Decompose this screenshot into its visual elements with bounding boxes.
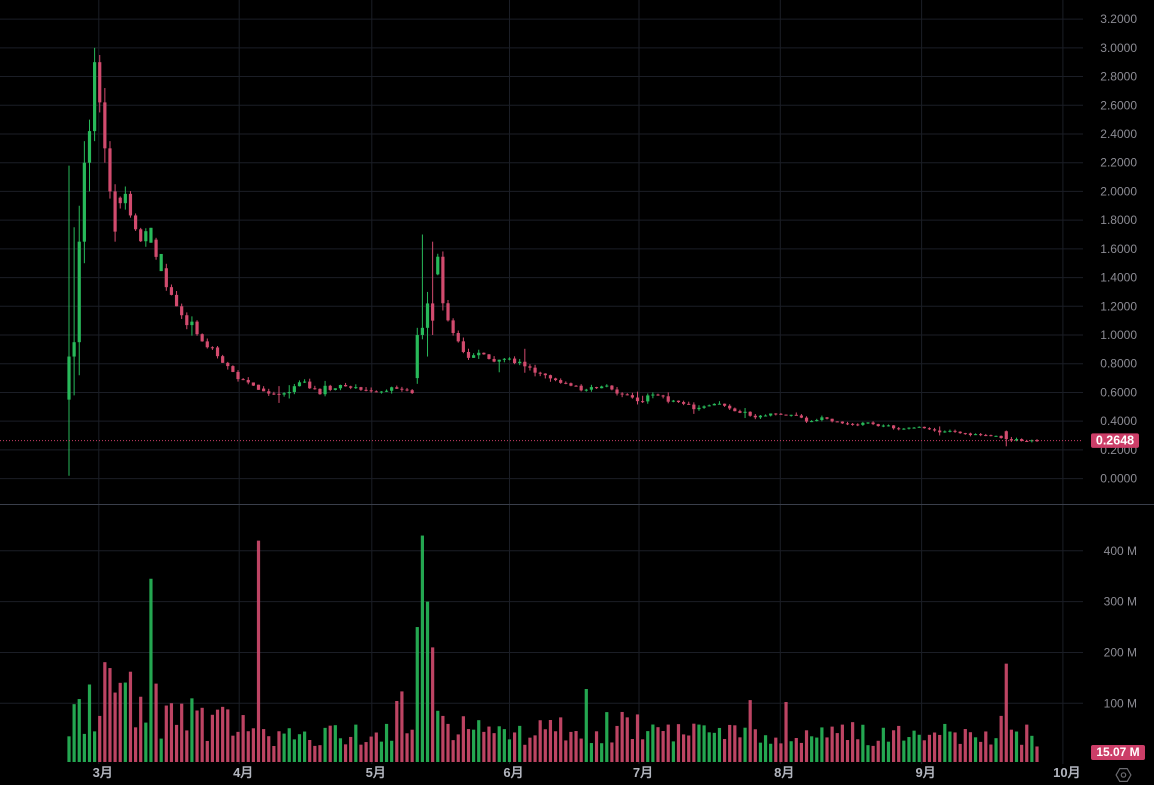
svg-text:2.0000: 2.0000: [1100, 184, 1137, 198]
svg-text:7月: 7月: [633, 765, 653, 780]
svg-text:100 M: 100 M: [1104, 696, 1137, 710]
svg-text:1.8000: 1.8000: [1100, 213, 1137, 227]
svg-text:15.07 M: 15.07 M: [1096, 745, 1139, 759]
svg-text:10月: 10月: [1053, 765, 1080, 780]
svg-text:3月: 3月: [93, 765, 113, 780]
svg-text:0.2648: 0.2648: [1096, 434, 1134, 448]
svg-text:0.6000: 0.6000: [1100, 385, 1137, 399]
svg-text:9月: 9月: [915, 765, 935, 780]
svg-text:0.4000: 0.4000: [1100, 414, 1137, 428]
svg-text:2.2000: 2.2000: [1100, 156, 1137, 170]
svg-text:0.8000: 0.8000: [1100, 357, 1137, 371]
svg-text:1.6000: 1.6000: [1100, 242, 1137, 256]
svg-text:300 M: 300 M: [1104, 595, 1137, 609]
svg-text:2.8000: 2.8000: [1100, 70, 1137, 84]
svg-text:2.6000: 2.6000: [1100, 98, 1137, 112]
svg-text:1.2000: 1.2000: [1100, 299, 1137, 313]
svg-text:6月: 6月: [503, 765, 523, 780]
svg-text:3.0000: 3.0000: [1100, 41, 1137, 55]
svg-text:4月: 4月: [233, 765, 253, 780]
svg-text:200 M: 200 M: [1104, 645, 1137, 659]
svg-text:400 M: 400 M: [1104, 544, 1137, 558]
svg-text:3.2000: 3.2000: [1100, 12, 1137, 26]
svg-text:1.0000: 1.0000: [1100, 328, 1137, 342]
svg-text:5月: 5月: [366, 765, 386, 780]
svg-text:0.0000: 0.0000: [1100, 472, 1137, 486]
svg-text:1.4000: 1.4000: [1100, 271, 1137, 285]
svg-text:8月: 8月: [774, 765, 794, 780]
svg-text:2.4000: 2.4000: [1100, 127, 1137, 141]
